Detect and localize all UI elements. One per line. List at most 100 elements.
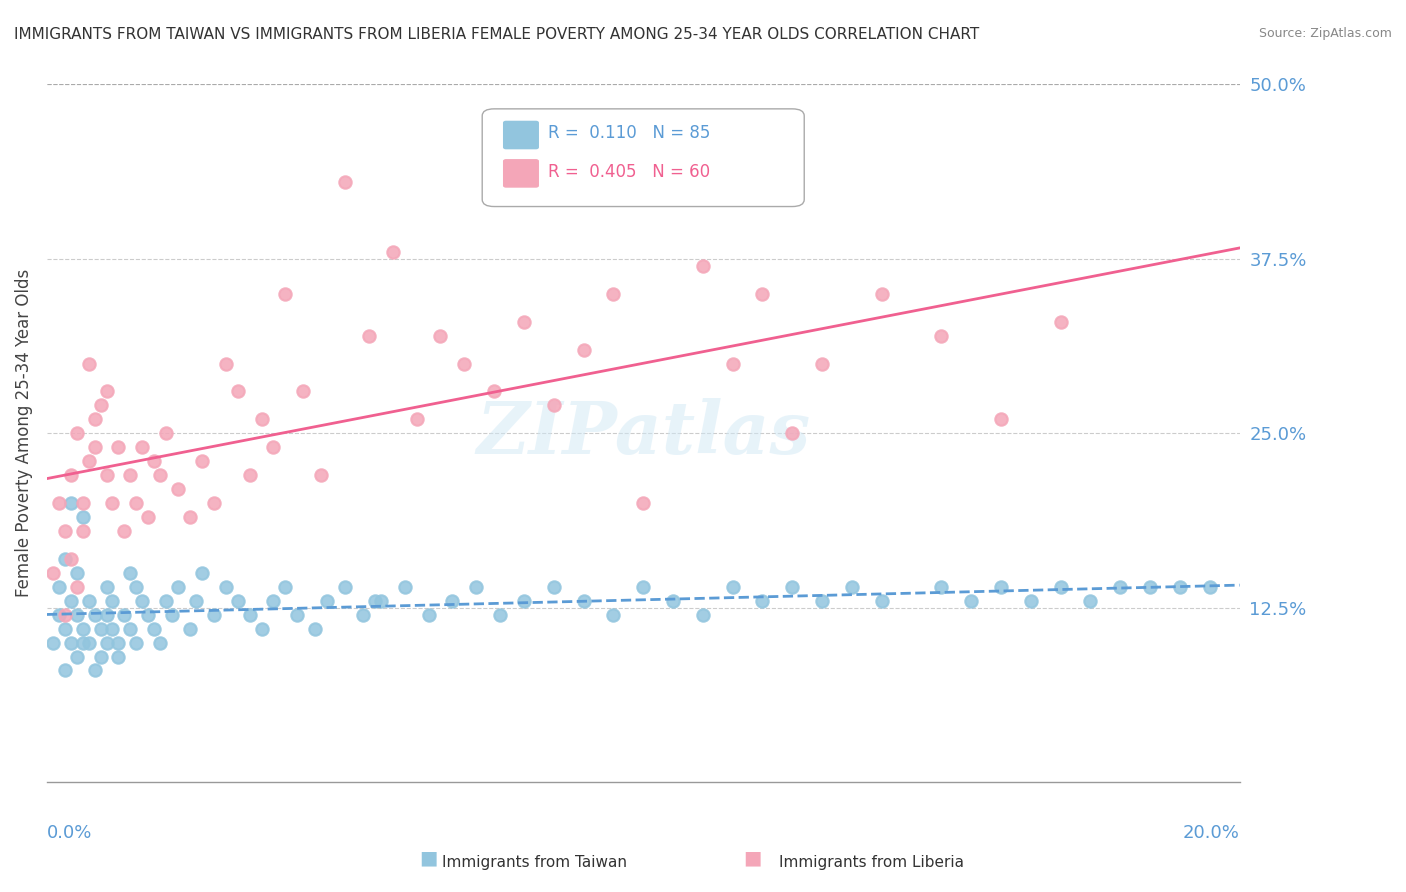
- Point: [263, 593, 285, 607]
- Point: [90, 649, 112, 664]
- Point: [692, 259, 714, 273]
- Text: ■: ■: [419, 848, 439, 867]
- Point: [107, 649, 129, 664]
- Point: [149, 468, 172, 483]
- Text: Immigrants from Taiwan: Immigrants from Taiwan: [441, 855, 627, 870]
- Point: [72, 510, 94, 524]
- Point: [721, 580, 744, 594]
- Point: [441, 593, 464, 607]
- Point: [96, 384, 118, 399]
- FancyBboxPatch shape: [482, 109, 804, 207]
- Point: [309, 468, 332, 483]
- Point: [120, 468, 142, 483]
- Point: [394, 580, 416, 594]
- Point: [59, 496, 82, 510]
- Point: [370, 593, 392, 607]
- Point: [72, 635, 94, 649]
- Point: [285, 607, 308, 622]
- Point: [418, 607, 440, 622]
- Point: [1109, 580, 1132, 594]
- Text: R =  0.110   N = 85: R = 0.110 N = 85: [548, 124, 710, 143]
- Point: [77, 357, 100, 371]
- Point: [101, 622, 124, 636]
- Point: [48, 496, 70, 510]
- Point: [136, 510, 159, 524]
- Point: [274, 286, 297, 301]
- Point: [96, 635, 118, 649]
- Point: [960, 593, 983, 607]
- Point: [72, 622, 94, 636]
- Point: [184, 593, 207, 607]
- Text: 0.0%: 0.0%: [46, 824, 93, 842]
- Point: [263, 440, 285, 454]
- Point: [1080, 593, 1102, 607]
- Point: [59, 552, 82, 566]
- Text: R =  0.405   N = 60: R = 0.405 N = 60: [548, 162, 710, 181]
- Point: [143, 622, 166, 636]
- Point: [215, 580, 238, 594]
- Text: ■: ■: [742, 848, 762, 867]
- Text: ZIPatlas: ZIPatlas: [477, 398, 810, 469]
- Point: [83, 664, 105, 678]
- Point: [692, 607, 714, 622]
- Point: [1168, 580, 1191, 594]
- Point: [72, 524, 94, 538]
- Point: [53, 622, 76, 636]
- Point: [870, 286, 893, 301]
- Point: [1198, 580, 1220, 594]
- Point: [352, 607, 374, 622]
- Point: [101, 496, 124, 510]
- Point: [96, 468, 118, 483]
- Point: [59, 468, 82, 483]
- Point: [107, 635, 129, 649]
- Point: [990, 580, 1012, 594]
- Point: [131, 440, 153, 454]
- Point: [1139, 580, 1161, 594]
- Point: [42, 635, 65, 649]
- Point: [66, 580, 89, 594]
- Point: [226, 384, 249, 399]
- Point: [107, 440, 129, 454]
- Point: [333, 175, 356, 189]
- Point: [96, 607, 118, 622]
- Point: [167, 482, 190, 496]
- Text: 20.0%: 20.0%: [1182, 824, 1240, 842]
- Point: [179, 622, 201, 636]
- Point: [66, 566, 89, 580]
- Point: [160, 607, 183, 622]
- Text: Immigrants from Liberia: Immigrants from Liberia: [779, 855, 965, 870]
- Point: [191, 566, 214, 580]
- Point: [1049, 580, 1071, 594]
- FancyBboxPatch shape: [503, 160, 538, 187]
- Point: [513, 315, 536, 329]
- Point: [602, 286, 624, 301]
- Point: [662, 593, 685, 607]
- Point: [59, 635, 82, 649]
- Point: [77, 635, 100, 649]
- FancyBboxPatch shape: [503, 121, 538, 149]
- Point: [572, 593, 595, 607]
- Text: Source: ZipAtlas.com: Source: ZipAtlas.com: [1258, 27, 1392, 40]
- Point: [77, 593, 100, 607]
- Point: [143, 454, 166, 468]
- Point: [48, 580, 70, 594]
- Point: [66, 607, 89, 622]
- Point: [112, 607, 135, 622]
- Point: [990, 412, 1012, 426]
- Point: [239, 607, 262, 622]
- Point: [811, 357, 834, 371]
- Point: [811, 593, 834, 607]
- Point: [149, 635, 172, 649]
- Point: [66, 426, 89, 441]
- Point: [357, 328, 380, 343]
- Point: [179, 510, 201, 524]
- Point: [631, 580, 654, 594]
- Point: [48, 607, 70, 622]
- Point: [131, 593, 153, 607]
- Point: [429, 328, 451, 343]
- Point: [120, 566, 142, 580]
- Point: [120, 622, 142, 636]
- Point: [202, 607, 225, 622]
- Point: [83, 440, 105, 454]
- Point: [333, 580, 356, 594]
